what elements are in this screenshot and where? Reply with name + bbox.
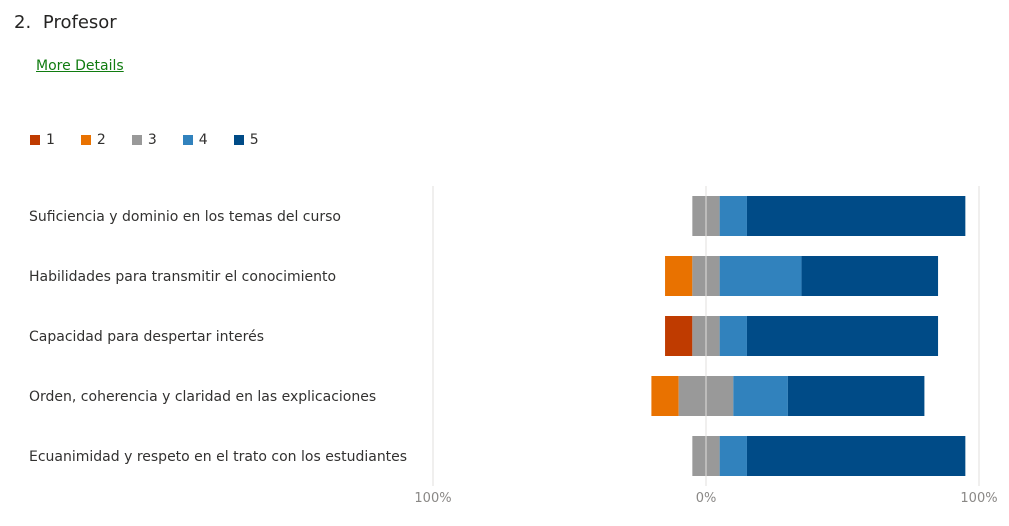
question-text: Profesor: [42, 12, 117, 33]
legend-label: 2: [96, 132, 106, 148]
x-tick-label: 0%: [696, 491, 717, 506]
bar-segment-5: [746, 436, 966, 476]
category-label: Ecuanimidad y respeto en el trato con lo…: [29, 449, 407, 465]
question-number: 2.: [14, 12, 32, 33]
category-label: Habilidades para transmitir el conocimie…: [29, 269, 336, 285]
category-label: Suficiencia y dominio en los temas del c…: [29, 209, 341, 225]
bar-segment-5: [746, 316, 939, 356]
more-details-link[interactable]: More Details: [36, 58, 124, 74]
legend-label: 4: [198, 132, 208, 148]
question-title: 2. Profesor: [14, 12, 117, 33]
legend-item-2: 2: [80, 132, 106, 148]
bar-segment-4: [733, 376, 788, 416]
bar-segment-4: [719, 196, 747, 236]
bar-segment-1: [665, 316, 693, 356]
bar-segment-4: [719, 436, 747, 476]
legend-swatch: [233, 135, 244, 145]
legend-label: 1: [46, 132, 55, 148]
legend-item-4: 4: [182, 132, 208, 148]
legend-label: 5: [249, 132, 259, 148]
category-label: Capacidad para despertar interés: [29, 329, 264, 345]
legend-item-1: 1: [30, 132, 55, 148]
category-label: Orden, coherencia y claridad en las expl…: [29, 389, 376, 405]
chart-legend: 1 2 3 4 5: [30, 132, 285, 148]
bar-segment-5: [787, 376, 925, 416]
legend-swatch: [131, 135, 142, 145]
bar-segment-4: [719, 256, 802, 296]
x-tick-label: 100%: [960, 491, 997, 506]
bar-segment-5: [746, 196, 966, 236]
legend-swatch: [80, 135, 91, 145]
legend-label: 3: [147, 132, 157, 148]
bar-segment-2: [651, 376, 679, 416]
bar-segment-2: [665, 256, 693, 296]
x-tick-label: 100%: [414, 491, 451, 506]
bar-segment-4: [719, 316, 747, 356]
legend-swatch: [182, 135, 193, 145]
legend-item-5: 5: [233, 132, 259, 148]
legend-item-3: 3: [131, 132, 157, 148]
legend-swatch: [30, 135, 40, 145]
bar-segment-5: [801, 256, 939, 296]
